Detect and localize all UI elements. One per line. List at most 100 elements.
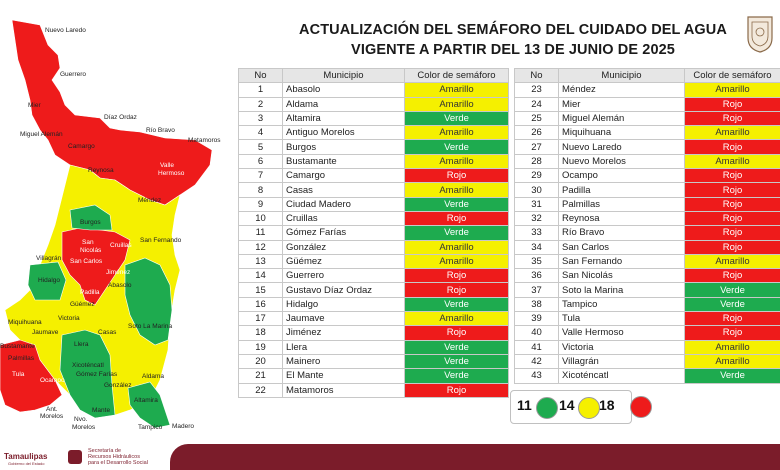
map-region-hidalgo: [27, 261, 67, 301]
row-number: 16: [238, 296, 283, 313]
row-number: 33: [514, 225, 559, 241]
row-municipio: Xicoténcatl: [558, 368, 685, 384]
row-number: 31: [514, 196, 559, 212]
page-title: ACTUALIZACIÓN DEL SEMÁFORO DEL CUIDADO D…: [278, 20, 748, 60]
row-number: 42: [514, 353, 559, 370]
row-number: 4: [238, 125, 283, 141]
row-municipio: Burgos: [282, 139, 405, 155]
map-label-padilla: Padilla: [80, 289, 100, 296]
row-color-status: Amarillo: [404, 239, 509, 255]
row-municipio: Bustamante: [282, 153, 405, 170]
row-color-status: Amarillo: [404, 153, 509, 170]
row-municipio: Llera: [282, 339, 405, 355]
map-region-altamira: [127, 381, 171, 429]
row-color-status: Verde: [404, 196, 509, 212]
row-municipio: Ciudad Madero: [282, 196, 405, 212]
table-row: 10 Cruillas Rojo: [238, 210, 509, 227]
row-color-status: Amarillo: [404, 311, 509, 327]
map-region-southwest-red: [0, 339, 63, 413]
map-label-xicotencatl: Xicoténcatl: [72, 362, 104, 369]
table-row: 2 Aldama Amarillo: [238, 96, 509, 112]
row-number: 37: [514, 282, 559, 298]
row-number: 10: [238, 210, 283, 227]
map-label-valle: Valle: [160, 162, 174, 169]
semaforo-table-right: No Municipio Color de semáforo 23 Méndez A…: [514, 67, 780, 384]
row-color-status: Amarillo: [684, 353, 780, 370]
row-number: 17: [238, 311, 283, 327]
row-municipio: Camargo: [282, 168, 405, 184]
row-number: 18: [238, 325, 283, 341]
row-number: 8: [238, 182, 283, 198]
table-row: 39 Tula Rojo: [514, 311, 780, 327]
map-label-nicolas: Nicolás: [80, 247, 102, 254]
row-municipio: Mainero: [282, 353, 405, 370]
table-row: 1 Abasolo Amarillo: [238, 82, 509, 98]
map-label-tula: Tula: [12, 371, 25, 378]
row-color-status: Rojo: [684, 139, 780, 155]
row-number: 19: [238, 339, 283, 355]
table-body-left: 1 Abasolo Amarillo 2 Aldama Amarillo 3 Altamira…: [238, 82, 509, 398]
row-color-status: Rojo: [684, 268, 780, 284]
row-number: 25: [514, 110, 559, 127]
header-municipio: Municipio: [558, 67, 685, 84]
table-row: 16 Hidalgo Verde: [238, 296, 509, 313]
row-number: 6: [238, 153, 283, 170]
row-number: 38: [514, 296, 559, 313]
row-number: 23: [514, 82, 559, 98]
table-row: 13 Güémez Amarillo: [238, 253, 509, 270]
agency-line-3: para el Desarrollo Social: [88, 460, 148, 466]
map-label-mendez: Méndez: [138, 197, 162, 204]
agency-line-2: Recursos Hidráulicos: [88, 454, 140, 460]
map-label-camargo: Camargo: [68, 143, 95, 150]
table-row: 36 San Nicolás Rojo: [514, 268, 780, 284]
row-number: 30: [514, 182, 559, 198]
row-color-status: Amarillo: [404, 125, 509, 141]
row-color-status: Verde: [404, 368, 509, 384]
map-label-villagran: Villagrán: [36, 255, 62, 262]
row-municipio: Palmillas: [558, 196, 685, 212]
row-municipio: Valle Hermoso: [558, 325, 685, 341]
table-row: 40 Valle Hermoso Rojo: [514, 325, 780, 341]
table-row: 37 Soto la Marina Verde: [514, 282, 780, 298]
legend-green-count: 11: [517, 397, 532, 413]
row-municipio: Abasolo: [282, 82, 405, 98]
row-color-status: Rojo: [684, 168, 780, 184]
map-label-nuevo-laredo: Nuevo Laredo: [45, 27, 86, 34]
row-color-status: Rojo: [684, 325, 780, 341]
row-color-status: Verde: [684, 296, 780, 313]
row-municipio: Cruillas: [282, 210, 405, 227]
table-row: 11 Gómez Farías Verde: [238, 225, 509, 241]
row-color-status: Verde: [404, 339, 509, 355]
legend-yellow-count: 14: [559, 397, 575, 413]
state-seal-icon: [745, 14, 775, 54]
table-row: 3 Altamira Verde: [238, 110, 509, 127]
table-header-row: No Municipio Color de semáforo: [238, 67, 509, 84]
row-municipio: Jaumave: [282, 311, 405, 327]
row-number: 22: [238, 382, 283, 398]
row-color-status: Rojo: [404, 325, 509, 341]
header-color: Color de semáforo: [404, 67, 509, 84]
row-color-status: Rojo: [684, 239, 780, 255]
map-region-south-green: [59, 329, 116, 419]
map-label-ant-morelos: Morelos: [40, 413, 64, 420]
map-label-san-carlos: San Carlos: [70, 258, 103, 265]
row-municipio: González: [282, 239, 405, 255]
map-label-llera: Llera: [74, 341, 89, 348]
row-number: 7: [238, 168, 283, 184]
map-label-jimenez: Jiménez: [106, 269, 131, 276]
tamaulipas-logo-sub: Gobierno del Estado: [8, 461, 45, 466]
table-body-right: 23 Méndez Amarillo 24 Mier Rojo 25 Miguel Alemá…: [514, 82, 780, 384]
row-municipio: Río Bravo: [558, 225, 685, 241]
map-regions: [0, 19, 213, 429]
row-municipio: Casas: [282, 182, 405, 198]
row-municipio: Jiménez: [282, 325, 405, 341]
row-municipio: Victoria: [558, 339, 685, 355]
title-line-2: VIGENTE A PARTIR DEL 13 DE JUNIO DE 2025: [351, 42, 675, 58]
row-municipio: Tula: [558, 311, 685, 327]
row-color-status: Amarillo: [404, 82, 509, 98]
table-row: 22 Matamoros Rojo: [238, 382, 509, 398]
row-municipio: Mier: [558, 96, 685, 112]
agency-logo-icon: [68, 450, 82, 464]
row-municipio: Miquihuana: [558, 125, 685, 141]
row-color-status: Rojo: [404, 382, 509, 398]
